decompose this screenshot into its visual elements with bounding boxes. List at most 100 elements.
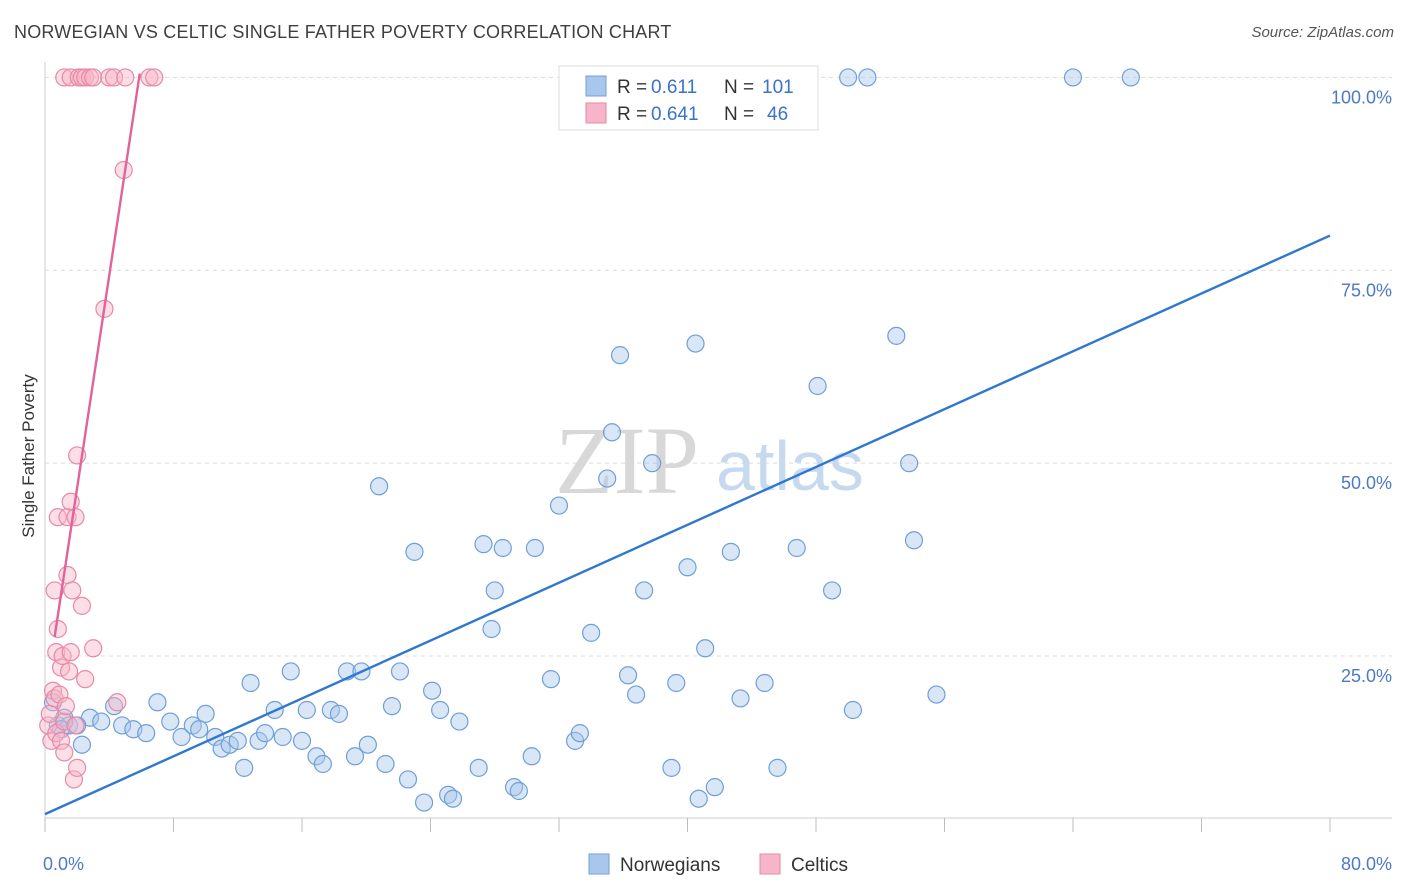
point-norwegians: [904, 531, 924, 550]
point-norwegians: [689, 789, 708, 808]
point-celtics: [45, 581, 64, 600]
y-tick-label: 50.0%: [1341, 473, 1392, 493]
point-norwegians: [678, 558, 697, 577]
point-norwegians: [92, 712, 111, 731]
point-norwegians: [822, 581, 842, 600]
series-legend-swatch-norwegians: [588, 853, 610, 875]
legend-n-value-celtics: 46: [767, 104, 788, 125]
x-tick-label: 0.0%: [43, 854, 84, 874]
point-celtics: [145, 68, 164, 87]
point-norwegians: [662, 758, 681, 777]
point-norwegians: [405, 542, 424, 561]
legend-r-label-celtics: R =: [617, 104, 647, 125]
point-celtics: [50, 685, 69, 704]
legend-n-label-celtics: N =: [724, 104, 754, 125]
point-norwegians: [626, 685, 646, 704]
gridlines: [45, 76, 1392, 657]
point-norwegians: [900, 454, 919, 473]
point-celtics: [61, 643, 80, 662]
point-norwegians: [382, 697, 402, 716]
point-norwegians: [755, 673, 774, 693]
point-norwegians: [598, 469, 617, 488]
point-norwegians: [423, 681, 442, 700]
legend-r-label-norwegians: R =: [617, 77, 647, 98]
point-celtics: [55, 68, 74, 87]
point-norwegians: [686, 334, 705, 353]
x-tick-label: 80.0%: [1341, 854, 1392, 874]
point-norwegians: [281, 662, 300, 681]
point-norwegians: [390, 662, 410, 681]
watermark-atlas: atlas: [716, 427, 864, 505]
legend-r-value-celtics: 0.641: [651, 104, 699, 125]
point-celtics: [84, 639, 103, 658]
point-norwegians: [549, 496, 569, 515]
point-norwegians: [292, 731, 312, 750]
point-celtics: [59, 662, 79, 681]
series-legend-label-celtics: Celtics: [791, 855, 848, 876]
point-norwegians: [474, 535, 493, 554]
series-legend-label-norwegians: Norwegians: [620, 855, 720, 876]
y-tick-label: 100.0%: [1331, 87, 1392, 107]
point-norwegians: [839, 68, 858, 87]
point-norwegians: [297, 700, 316, 720]
chart-title: NORWEGIAN VS CELTIC SINGLE FATHER POVERT…: [14, 22, 672, 42]
point-celtics: [56, 697, 75, 716]
point-norwegians: [313, 754, 332, 774]
point-norwegians: [721, 542, 740, 561]
point-celtics: [76, 670, 95, 689]
point-norwegians: [443, 789, 463, 808]
point-norwegians: [525, 538, 545, 558]
point-norwegians: [398, 770, 418, 789]
stats-legend: R = 0.611 N = 101 R = 0.641 N = 46: [558, 65, 819, 131]
point-norwegians: [1121, 68, 1140, 87]
point-norwegians: [370, 477, 389, 496]
point-norwegians: [731, 689, 750, 708]
point-norwegians: [161, 712, 180, 731]
point-celtics: [66, 508, 85, 527]
watermark: ZIP atlas: [555, 407, 864, 514]
point-celtics: [140, 68, 159, 87]
point-norwegians: [582, 623, 601, 642]
point-norwegians: [858, 68, 877, 87]
point-norwegians: [610, 346, 630, 365]
legend-r-value-norwegians: 0.611: [651, 77, 697, 98]
point-norwegians: [196, 704, 215, 723]
trend-lines: [44, 73, 1331, 816]
point-celtics: [58, 565, 77, 585]
point-norwegians: [329, 704, 349, 723]
legend-swatch-norwegians: [585, 75, 607, 97]
point-norwegians: [376, 754, 395, 774]
point-norwegians: [137, 724, 156, 743]
point-norwegians: [482, 619, 501, 639]
trend-line-celtics: [53, 73, 141, 637]
point-norwegians: [469, 758, 488, 777]
point-norwegians: [570, 724, 589, 743]
point-norwegians: [358, 735, 377, 754]
point-celtics: [72, 596, 92, 615]
point-norwegians: [431, 700, 450, 720]
point-norwegians: [190, 720, 209, 739]
point-norwegians: [228, 731, 247, 750]
point-norwegians: [241, 673, 260, 693]
legend-n-label-norwegians: N =: [724, 77, 754, 98]
tick-labels: 25.0% 50.0% 75.0% 100.0% 0.0% 80.0%: [43, 87, 1392, 874]
point-norwegians: [696, 639, 715, 658]
point-celtics: [63, 581, 82, 600]
point-norwegians: [667, 673, 686, 693]
point-norwegians: [112, 716, 132, 735]
point-norwegians: [255, 724, 275, 743]
point-norwegians: [843, 700, 863, 720]
point-celtics: [100, 68, 119, 87]
point-norwegians: [148, 693, 167, 712]
legend-swatch-celtics: [585, 102, 607, 124]
series-legend: Norwegians Celtics: [588, 853, 848, 876]
point-norwegians: [414, 793, 434, 812]
point-norwegians: [522, 747, 541, 766]
point-celtics: [64, 770, 84, 789]
point-norwegians: [273, 727, 292, 747]
point-celtics: [66, 716, 85, 735]
legend-n-value-norwegians: 101: [762, 77, 794, 98]
point-celtics: [55, 743, 74, 762]
point-norwegians: [450, 712, 469, 731]
